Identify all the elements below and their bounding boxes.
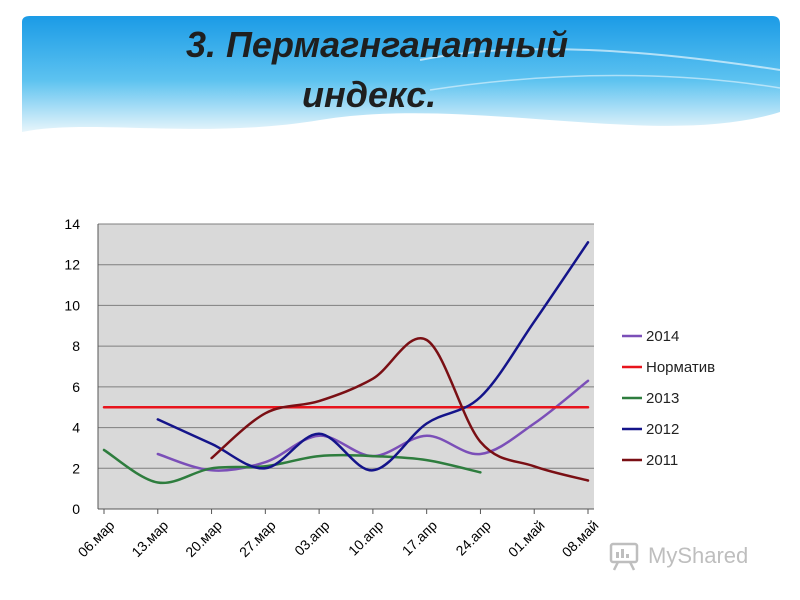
x-tick-label: 24.апр <box>452 517 494 559</box>
plot-area <box>98 224 594 509</box>
y-tick-label: 0 <box>72 501 80 517</box>
series-lines <box>102 241 590 485</box>
legend-label: 2011 <box>646 452 678 469</box>
watermark-text: MyShared <box>648 543 749 568</box>
legend-label: Норматив <box>646 359 715 376</box>
legend-label: 2012 <box>646 421 679 438</box>
banner-swoosh <box>429 74 781 91</box>
legend: 2014 Норматив 2013 2012 2011 <box>622 328 715 469</box>
y-tick-label: 8 <box>72 338 80 354</box>
axes <box>97 224 594 510</box>
x-tick-label: 06.мар <box>75 517 118 560</box>
x-tick-label: 27.мар <box>236 517 279 560</box>
y-tick-label: 6 <box>72 379 80 395</box>
y-tick-label: 2 <box>72 460 80 476</box>
legend-label: 2014 <box>646 328 679 345</box>
y-axis-ticks: 0 2 4 6 8 10 12 14 <box>64 216 80 517</box>
y-tick-label: 12 <box>64 257 80 273</box>
y-tick-label: 10 <box>64 297 80 313</box>
series-line-3 <box>156 241 590 472</box>
legend-label: 2013 <box>646 390 679 407</box>
slide-title-line-1: 3. Пермагнганатный <box>186 24 569 65</box>
x-tick-label: 17.апр <box>399 517 441 559</box>
x-tick-label: 10.апр <box>345 517 387 559</box>
x-tick-label: 03.апр <box>291 517 333 559</box>
x-tick-label: 01.май <box>505 517 548 560</box>
header-banner <box>22 16 781 132</box>
series-line-2 <box>102 448 482 485</box>
series-line-4 <box>210 337 590 482</box>
y-tick-label: 14 <box>64 216 80 232</box>
y-tick-label: 4 <box>72 420 80 436</box>
banner-swoosh <box>419 48 781 71</box>
presentation-board-icon <box>609 542 639 571</box>
x-axis-ticks: 06.мар 13.мар 20.мар 27.мар 03.апр 10.апр 17.а… <box>75 509 602 560</box>
watermark: MyShared <box>608 536 778 576</box>
slide-title-line-2: индекс. <box>302 74 437 115</box>
x-tick-label: 08.май <box>559 517 602 560</box>
x-tick-label: 20.мар <box>182 517 225 560</box>
x-tick-label: 13.мар <box>128 517 171 560</box>
banner-wave <box>22 16 780 132</box>
